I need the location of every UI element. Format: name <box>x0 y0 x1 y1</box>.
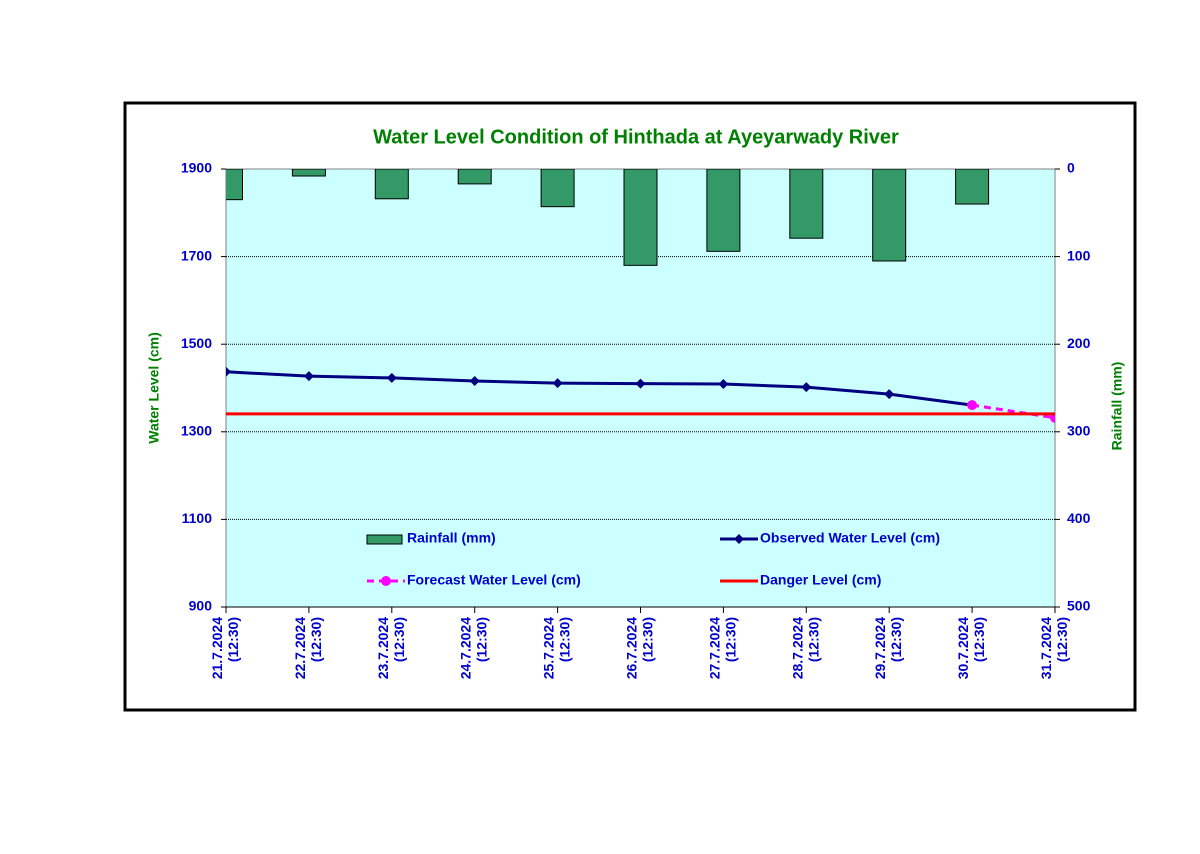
bar <box>623 169 658 266</box>
legend-label: Rainfall (mm) <box>407 530 496 546</box>
marker <box>226 366 231 377</box>
x-tick-label: 30.7.2024(12:30) <box>955 617 987 679</box>
line <box>226 370 973 407</box>
legend-marker <box>381 576 391 586</box>
y2-tick-label: 400 <box>1067 510 1091 526</box>
y2-tick-label: 300 <box>1067 423 1091 439</box>
y2-tick-label: 500 <box>1067 598 1091 614</box>
y2-tick-label: 200 <box>1067 335 1091 351</box>
y-tick-label: 1300 <box>181 423 212 439</box>
bar <box>540 169 575 208</box>
marker <box>884 389 895 400</box>
bar <box>457 169 492 185</box>
marker <box>967 400 978 411</box>
marker <box>552 378 563 389</box>
line <box>971 403 1055 420</box>
x-tick-label: 31.7.2024(12:30) <box>1038 617 1070 679</box>
marker <box>469 375 480 386</box>
marker <box>303 371 314 382</box>
legend-marker <box>734 534 744 544</box>
y2-tick-label: 0 <box>1067 160 1075 176</box>
bar <box>374 169 409 200</box>
legend-swatch <box>366 534 403 545</box>
y2-axis-title: Rainfall (mm) <box>1109 362 1125 451</box>
x-tick-label: 28.7.2024(12:30) <box>789 617 821 679</box>
legend-label: Forecast Water Level (cm) <box>407 572 581 588</box>
plot-layer <box>226 169 1055 423</box>
bar <box>872 169 907 262</box>
bar <box>226 169 243 201</box>
y-tick-label: 1100 <box>182 510 213 526</box>
y2-tick-label: 100 <box>1067 247 1091 263</box>
legend-label: Observed Water Level (cm) <box>760 530 940 546</box>
x-tick-label: 27.7.2024(12:30) <box>706 617 738 679</box>
chart-title: Water Level Condition of Hinthada at Aye… <box>373 126 899 148</box>
marker <box>801 382 812 393</box>
y-tick-label: 900 <box>189 598 213 614</box>
x-tick-label: 23.7.2024(12:30) <box>375 617 407 679</box>
bar <box>291 169 326 177</box>
marker <box>386 372 397 383</box>
y-tick-label: 1700 <box>181 247 212 263</box>
y-axis-title: Water Level (cm) <box>146 332 162 444</box>
x-tick-label: 26.7.2024(12:30) <box>623 617 655 679</box>
y-tick-label: 1900 <box>181 160 212 176</box>
bar <box>789 169 824 239</box>
x-tick-label: 29.7.2024(12:30) <box>872 617 904 679</box>
marker <box>718 379 729 390</box>
legend-label: Danger Level (cm) <box>760 572 881 588</box>
x-tick-label: 25.7.2024(12:30) <box>540 617 572 679</box>
x-tick-label: 24.7.2024(12:30) <box>457 617 489 679</box>
bar <box>955 169 990 205</box>
marker <box>635 378 646 389</box>
x-tick-label: 22.7.2024(12:30) <box>292 617 324 679</box>
y-tick-label: 1500 <box>181 335 212 351</box>
bar <box>706 169 741 252</box>
x-tick-label: 21.7.2024(12:30) <box>209 617 241 679</box>
